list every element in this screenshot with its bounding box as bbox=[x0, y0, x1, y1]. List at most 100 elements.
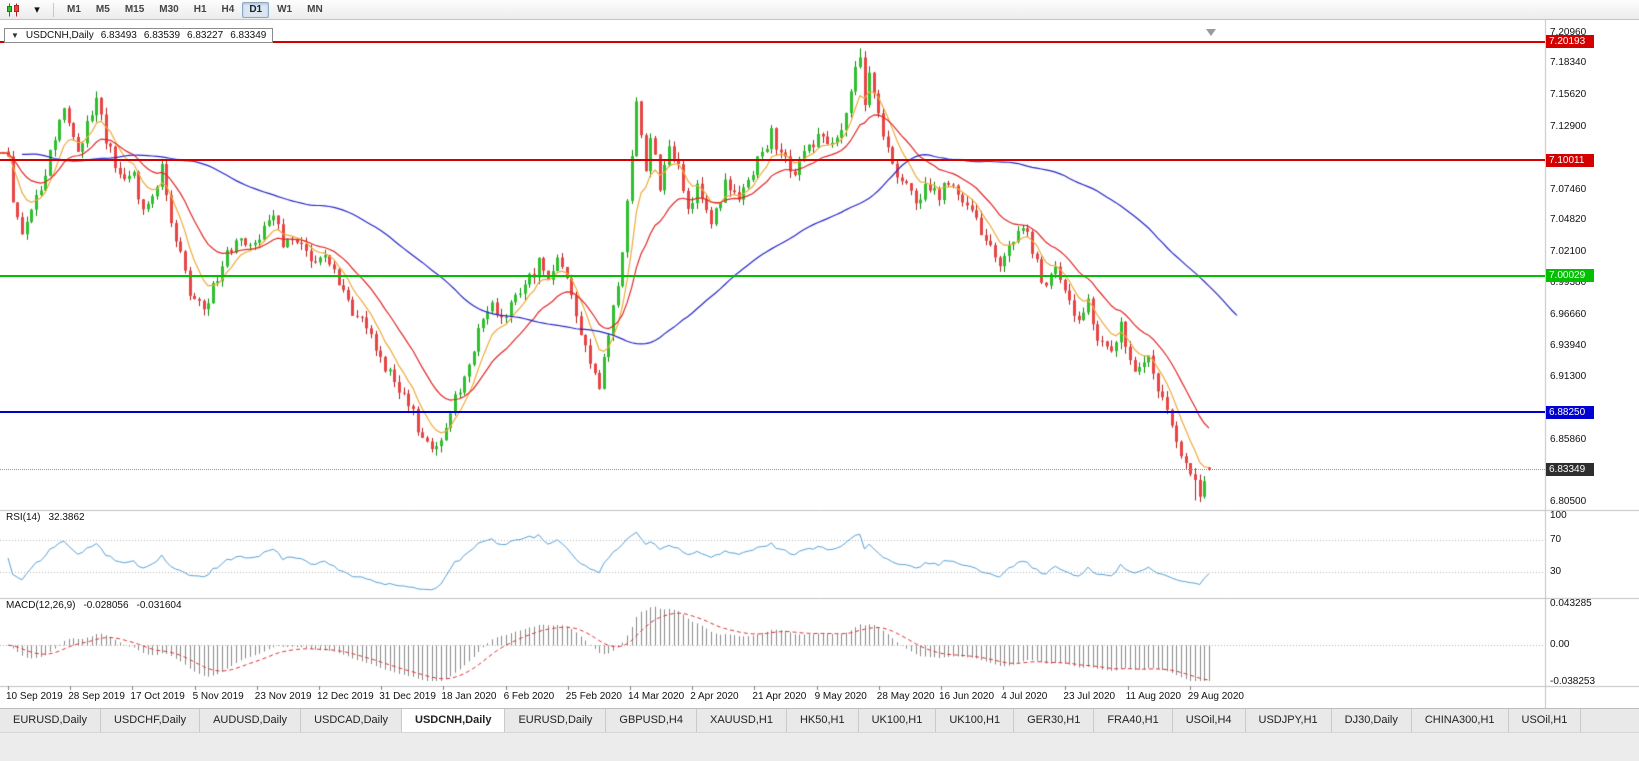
price-axis-label: 6.85860 bbox=[1550, 434, 1587, 446]
date-axis-label: 23 Jul 2020 bbox=[1063, 691, 1116, 702]
price-axis-label: 6.91300 bbox=[1550, 370, 1587, 382]
rsi-value: 32.3862 bbox=[48, 512, 85, 523]
date-axis-label: 16 Jun 2020 bbox=[939, 691, 995, 702]
chart-tab-audusd-daily[interactable]: AUDUSD,Daily bbox=[200, 709, 302, 732]
date-axis: 10 Sep 2019 28 Sep 2019 17 Oct 2019 5 Nov 2… bbox=[0, 689, 1545, 707]
date-axis-label: 17 Oct 2019 bbox=[130, 691, 185, 702]
date-axis-label: 28 May 2020 bbox=[876, 691, 935, 702]
rsi-level-label: 100 bbox=[1550, 510, 1567, 521]
chart-tab-ger30-h1[interactable]: GER30,H1 bbox=[1014, 709, 1095, 732]
price-level-badge: 6.88250 bbox=[1546, 405, 1594, 419]
date-axis-label: 14 Mar 2020 bbox=[628, 691, 685, 702]
chart-tab-fra40-h1[interactable]: FRA40,H1 bbox=[1094, 709, 1173, 732]
date-axis-label: 31 Dec 2019 bbox=[379, 691, 436, 702]
chart-tab-china300-h1[interactable]: CHINA300,H1 bbox=[1412, 709, 1509, 732]
symbol-dropdown-icon[interactable]: ▼ bbox=[11, 31, 19, 40]
price-axis-label: 7.18340 bbox=[1550, 57, 1587, 69]
chart-tab-eurusd-daily[interactable]: EURUSD,Daily bbox=[0, 709, 101, 732]
price-axis-label: 7.20960 bbox=[1550, 27, 1587, 39]
macd-level-label: -0.038253 bbox=[1550, 676, 1596, 687]
date-axis-label: 18 Jan 2020 bbox=[441, 691, 497, 702]
date-axis-label: 10 Sep 2019 bbox=[6, 691, 63, 702]
chart-tab-dj30-daily[interactable]: DJ30,Daily bbox=[1332, 709, 1412, 732]
rsi-indicator-label: RSI(14) 32.3862 bbox=[6, 512, 85, 523]
date-axis-label: 21 Apr 2020 bbox=[752, 691, 807, 702]
chart-tab-usdcnh-daily[interactable]: USDCNH,Daily bbox=[402, 709, 506, 732]
timeframe-button-m1[interactable]: M1 bbox=[67, 3, 81, 15]
dropdown-caret-icon[interactable]: ▾ bbox=[34, 4, 40, 16]
chart-tabs-bar: EURUSD,Daily USDCHF,Daily AUDUSD,Daily USDC… bbox=[0, 708, 1639, 732]
date-axis-label: 25 Feb 2020 bbox=[565, 691, 622, 702]
rsi-level-label: 70 bbox=[1550, 534, 1562, 545]
timeframe-button-d1[interactable]: D1 bbox=[242, 1, 270, 18]
timeframe-buttons: M1 M5 M15 M30 H1 H4 D1 W1 MN bbox=[60, 1, 330, 18]
date-axis-label: 29 Aug 2020 bbox=[1187, 691, 1244, 702]
ohlc-high: 6.83539 bbox=[143, 30, 181, 41]
horizontal-level-line[interactable] bbox=[0, 40, 1545, 43]
chart-tab-usdjpy-h1[interactable]: USDJPY,H1 bbox=[1246, 709, 1332, 732]
price-chart-canvas[interactable] bbox=[0, 20, 1639, 708]
price-axis-label: 7.02100 bbox=[1550, 245, 1587, 257]
timeframe-button-w1[interactable]: W1 bbox=[277, 3, 293, 15]
date-axis-label: 9 May 2020 bbox=[814, 691, 867, 702]
timeframe-button-m5[interactable]: M5 bbox=[95, 3, 110, 15]
ohlc-close: 6.83349 bbox=[230, 30, 267, 41]
current-price-line bbox=[0, 469, 1545, 471]
date-axis-label: 6 Feb 2020 bbox=[503, 691, 555, 702]
bottom-strip bbox=[0, 732, 1639, 761]
date-axis-label: 4 Jul 2020 bbox=[1001, 691, 1048, 702]
timeframe-button-h1[interactable]: H1 bbox=[193, 3, 207, 15]
price-axis-label: 7.15620 bbox=[1550, 89, 1587, 100]
symbol-info-box[interactable]: ▼ USDCNH,Daily 6.83493 6.83539 6.83227 6… bbox=[4, 28, 274, 43]
chart-tab-uk100-h1[interactable]: UK100,H1 bbox=[859, 709, 937, 732]
symbol-name: USDCNH,Daily bbox=[25, 30, 94, 41]
current-price-badge: 6.83349 bbox=[1546, 462, 1594, 476]
macd-indicator-label: MACD(12,26,9) -0.028056 -0.031604 bbox=[6, 600, 182, 611]
ohlc-low: 6.83227 bbox=[187, 30, 224, 41]
chart-tab-usoil-h4[interactable]: USOil,H4 bbox=[1173, 709, 1246, 732]
macd-signal-value: -0.031604 bbox=[136, 600, 182, 611]
date-axis-label: 5 Nov 2019 bbox=[192, 691, 244, 702]
ohlc-open: 6.83493 bbox=[100, 30, 137, 41]
macd-level-label: 0.043285 bbox=[1550, 598, 1592, 609]
price-level-badge: 7.00029 bbox=[1546, 269, 1594, 283]
rsi-level-label: 30 bbox=[1550, 566, 1562, 577]
price-level-badge: 7.10011 bbox=[1546, 153, 1594, 167]
date-axis-label: 2 Apr 2020 bbox=[690, 691, 739, 702]
price-axis-label: 7.12900 bbox=[1550, 120, 1587, 132]
date-axis-label: 28 Sep 2019 bbox=[68, 691, 125, 702]
chart-tab-xauusd-h1[interactable]: XAUUSD,H1 bbox=[697, 709, 787, 732]
toolbar-separator bbox=[53, 2, 54, 17]
chart-tab-eurusd-daily[interactable]: EURUSD,Daily bbox=[505, 709, 607, 732]
timeframe-button-h4[interactable]: H4 bbox=[221, 3, 235, 15]
toolbar: ▾ M1 M5 M15 M30 H1 H4 D1 W1 MN bbox=[0, 0, 1639, 20]
chart-tab-hk50-h1[interactable]: HK50,H1 bbox=[787, 709, 859, 732]
chart-tab-gbpusd-h4[interactable]: GBPUSD,H4 bbox=[606, 709, 697, 732]
horizontal-level-line[interactable] bbox=[0, 274, 1545, 277]
date-axis-label: 12 Dec 2019 bbox=[317, 691, 374, 702]
chart-tab-usdchf-daily[interactable]: USDCHF,Daily bbox=[101, 709, 201, 732]
timeframe-button-mn[interactable]: MN bbox=[307, 3, 323, 15]
price-axis-label: 6.99380 bbox=[1550, 277, 1587, 289]
horizontal-level-line[interactable] bbox=[0, 159, 1545, 162]
price-axis-label: 6.96660 bbox=[1550, 308, 1587, 320]
timeframe-button-m15[interactable]: M15 bbox=[124, 3, 145, 15]
price-axis-label: 6.80500 bbox=[1550, 496, 1587, 508]
price-axis-label: 6.93940 bbox=[1550, 340, 1587, 352]
chart-shift-marker-icon[interactable] bbox=[1206, 29, 1216, 36]
candlestick-chart-icon[interactable] bbox=[4, 2, 24, 18]
price-level-badge: 7.20193 bbox=[1546, 35, 1594, 49]
horizontal-level-line[interactable] bbox=[0, 411, 1545, 414]
chart-tab-usoil-h1[interactable]: USOil,H1 bbox=[1509, 709, 1582, 732]
price-axis-label: 7.04820 bbox=[1550, 214, 1587, 226]
chart-tab-usdcad-daily[interactable]: USDCAD,Daily bbox=[301, 709, 403, 732]
price-axis-label: 7.07460 bbox=[1550, 183, 1587, 195]
rsi-name: RSI(14) bbox=[6, 512, 41, 523]
date-axis-label: 11 Aug 2020 bbox=[1125, 691, 1182, 702]
chart-tab-uk100-h1[interactable]: UK100,H1 bbox=[936, 709, 1015, 732]
macd-level-label: 0.00 bbox=[1550, 639, 1570, 651]
chart-window: ▼ USDCNH,Daily 6.83493 6.83539 6.83227 6… bbox=[0, 20, 1639, 708]
macd-main-value: -0.028056 bbox=[83, 600, 129, 611]
timeframe-button-m30[interactable]: M30 bbox=[159, 3, 179, 15]
macd-name: MACD(12,26,9) bbox=[6, 600, 76, 611]
